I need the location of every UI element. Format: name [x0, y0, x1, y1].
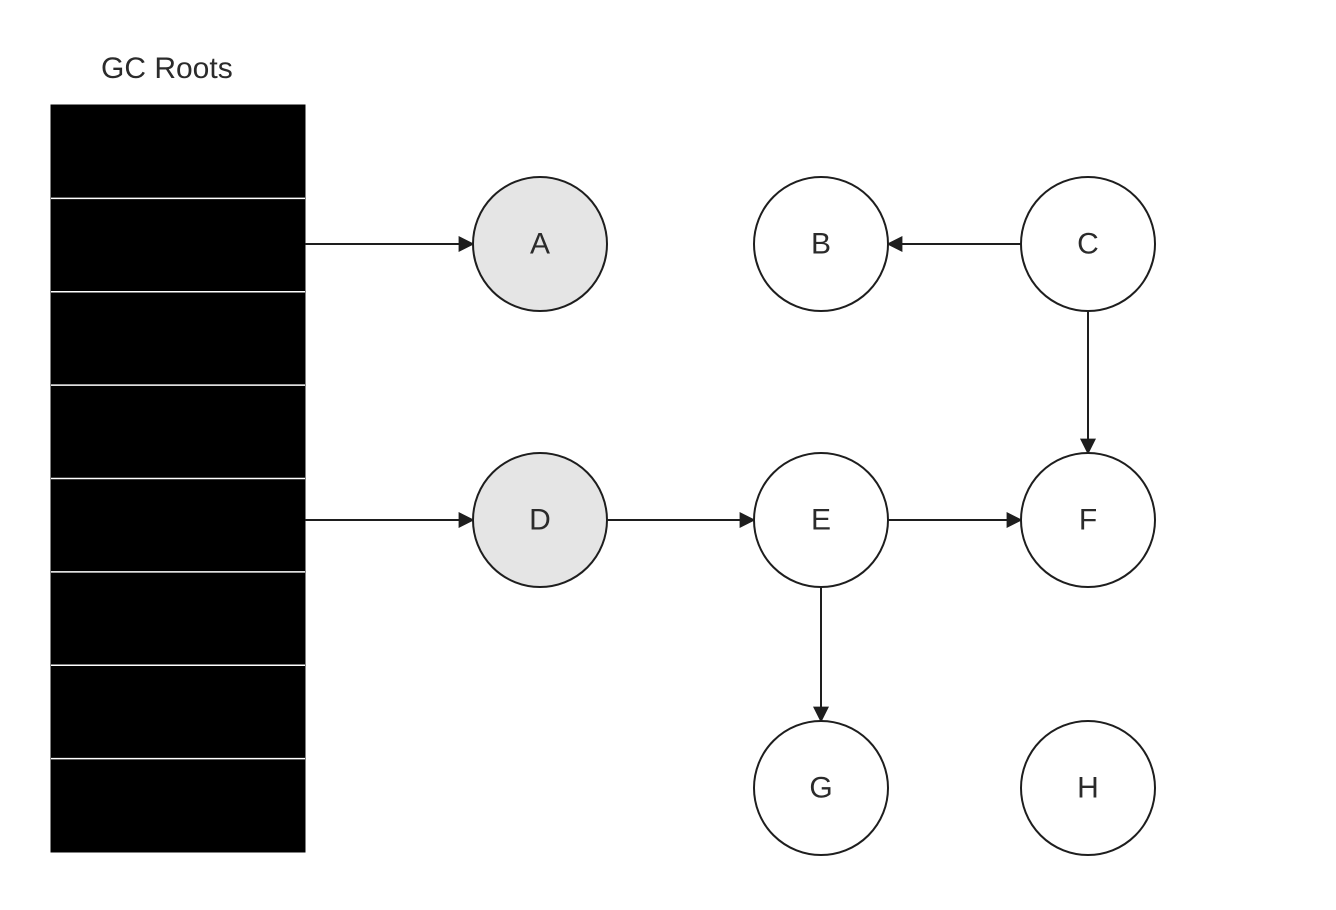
node-C: C — [1021, 177, 1155, 311]
node-label-E: E — [811, 504, 831, 537]
gc-roots-diagram: GC Roots A B C D E F G H — [0, 0, 1336, 910]
node-label-G: G — [809, 772, 832, 805]
node-H: H — [1021, 721, 1155, 855]
gc-roots-block — [51, 105, 305, 852]
node-D: D — [473, 453, 607, 587]
node-E: E — [754, 453, 888, 587]
node-label-A: A — [530, 228, 550, 261]
node-label-F: F — [1079, 504, 1097, 537]
node-label-B: B — [811, 228, 831, 261]
node-G: G — [754, 721, 888, 855]
node-label-C: C — [1077, 228, 1099, 261]
diagram-title: GC Roots — [101, 52, 233, 85]
node-F: F — [1021, 453, 1155, 587]
node-A: A — [473, 177, 607, 311]
node-label-D: D — [529, 504, 551, 537]
node-B: B — [754, 177, 888, 311]
node-label-H: H — [1077, 772, 1099, 805]
